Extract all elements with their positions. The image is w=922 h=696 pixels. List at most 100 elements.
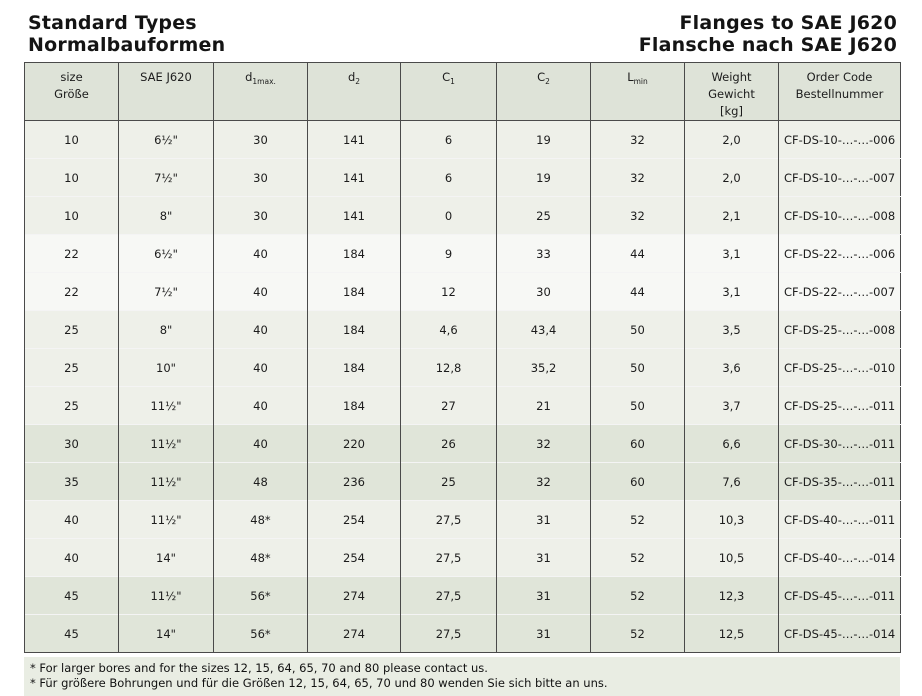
table-row: 10 8" 30 141 0 25 32 2,1 CF-DS-10-…-…-008: [24, 196, 901, 235]
cell-c1: 27: [400, 386, 497, 425]
cell-sae: 11½": [118, 576, 214, 615]
cell-c2: 31: [496, 538, 591, 577]
cell-c2: 19: [496, 120, 591, 159]
cell-d2: 184: [307, 386, 401, 425]
footnote-band: * For larger bores and for the sizes 12,…: [24, 657, 900, 696]
title-left: Standard Types Normalbauformen: [28, 12, 225, 56]
cell-sae: 11½": [118, 500, 214, 539]
cell-weight: 12,5: [684, 614, 779, 653]
cell-sae: 10": [118, 348, 214, 387]
cell-c2: 31: [496, 576, 591, 615]
col-header-size: size Größe: [24, 62, 119, 121]
cell-d2: 141: [307, 120, 401, 159]
cell-d2: 184: [307, 234, 401, 273]
title-flansche-sae: Flansche nach SAE J620: [638, 34, 897, 56]
table-row: 40 11½" 48* 254 27,5 31 52 10,3 CF-DS-40-…-…-011: [24, 500, 901, 539]
cell-lmin: 50: [590, 386, 685, 425]
table-row: 30 11½" 40 220 26 32 60 6,6 CF-DS-30-…-…-011: [24, 424, 901, 463]
cell-weight: 10,3: [684, 500, 779, 539]
cell-code: CF-DS-40-…-…-014: [778, 538, 901, 577]
cell-lmin: 52: [590, 576, 685, 615]
cell-c2: 33: [496, 234, 591, 273]
cell-d1: 48*: [213, 538, 308, 577]
cell-size: 10: [24, 158, 119, 197]
cell-code: CF-DS-30-…-…-011: [778, 424, 901, 463]
col-header-order-code: Order Code Bestellnummer: [778, 62, 901, 121]
cell-weight: 3,5: [684, 310, 779, 349]
table-row: 25 11½" 40 184 27 21 50 3,7 CF-DS-25-…-…-011: [24, 386, 901, 425]
cell-d2: 184: [307, 310, 401, 349]
table-row: 40 14" 48* 254 27,5 31 52 10,5 CF-DS-40-…-…-014: [24, 538, 901, 577]
cell-d2: 236: [307, 462, 401, 501]
cell-d1: 40: [213, 348, 308, 387]
cell-c1: 4,6: [400, 310, 497, 349]
cell-weight: 2,1: [684, 196, 779, 235]
cell-sae: 11½": [118, 386, 214, 425]
cell-d2: 184: [307, 272, 401, 311]
cell-size: 22: [24, 272, 119, 311]
cell-code: CF-DS-10-…-…-006: [778, 120, 901, 159]
table-row: 45 11½" 56* 274 27,5 31 52 12,3 CF-DS-45-…-…-011: [24, 576, 901, 615]
cell-weight: 3,1: [684, 234, 779, 273]
cell-weight: 2,0: [684, 120, 779, 159]
cell-sae: 14": [118, 538, 214, 577]
cell-c1: 25: [400, 462, 497, 501]
cell-sae: 11½": [118, 424, 214, 463]
cell-c2: 21: [496, 386, 591, 425]
table-row: 22 7½" 40 184 12 30 44 3,1 CF-DS-22-…-…-007: [24, 272, 901, 311]
cell-d1: 48*: [213, 500, 308, 539]
cell-code: CF-DS-40-…-…-011: [778, 500, 901, 539]
col-header-d1max: d1max.: [213, 62, 308, 121]
cell-weight: 3,1: [684, 272, 779, 311]
cell-c2: 19: [496, 158, 591, 197]
cell-c1: 9: [400, 234, 497, 273]
cell-d2: 274: [307, 614, 401, 653]
table-row: 35 11½" 48 236 25 32 60 7,6 CF-DS-35-…-…-011: [24, 462, 901, 501]
table-row: 10 6½" 30 141 6 19 32 2,0 CF-DS-10-…-…-006: [24, 120, 901, 159]
cell-lmin: 44: [590, 234, 685, 273]
cell-size: 22: [24, 234, 119, 273]
cell-c2: 32: [496, 462, 591, 501]
table-header-row: size Größe SAE J620 d1max. d2 C1 C2 Lmin: [24, 62, 901, 121]
cell-size: 25: [24, 310, 119, 349]
cell-lmin: 32: [590, 158, 685, 197]
flange-dimensions-table: size Größe SAE J620 d1max. d2 C1 C2 Lmin: [24, 62, 901, 653]
col-header-d2: d2: [307, 62, 401, 121]
cell-d1: 30: [213, 158, 308, 197]
cell-size: 40: [24, 538, 119, 577]
cell-code: CF-DS-10-…-…-008: [778, 196, 901, 235]
cell-size: 45: [24, 576, 119, 615]
cell-code: CF-DS-45-…-…-014: [778, 614, 901, 653]
cell-d2: 184: [307, 348, 401, 387]
cell-sae: 8": [118, 196, 214, 235]
cell-weight: 12,3: [684, 576, 779, 615]
title-standard-types: Standard Types: [28, 12, 197, 34]
title-right: Flanges to SAE J620 Flansche nach SAE J6…: [639, 12, 897, 56]
cell-d2: 274: [307, 576, 401, 615]
cell-c2: 30: [496, 272, 591, 311]
cell-d2: 254: [307, 538, 401, 577]
cell-c1: 6: [400, 158, 497, 197]
cell-d2: 220: [307, 424, 401, 463]
cell-d1: 56*: [213, 576, 308, 615]
cell-sae: 6½": [118, 234, 214, 273]
cell-weight: 3,6: [684, 348, 779, 387]
cell-c2: 32: [496, 424, 591, 463]
cell-lmin: 60: [590, 424, 685, 463]
cell-c1: 0: [400, 196, 497, 235]
cell-weight: 2,0: [684, 158, 779, 197]
cell-sae: 11½": [118, 462, 214, 501]
cell-weight: 6,6: [684, 424, 779, 463]
cell-code: CF-DS-22-…-…-006: [778, 234, 901, 273]
cell-c2: 43,4: [496, 310, 591, 349]
cell-sae: 8": [118, 310, 214, 349]
table-body: 10 6½" 30 141 6 19 32 2,0 CF-DS-10-…-…-006 10 7½" 3…: [24, 120, 901, 653]
cell-size: 10: [24, 120, 119, 159]
cell-sae: 7½": [118, 158, 214, 197]
col-header-lmin: Lmin: [590, 62, 685, 121]
cell-d1: 40: [213, 386, 308, 425]
cell-c1: 12,8: [400, 348, 497, 387]
cell-c2: 31: [496, 500, 591, 539]
cell-code: CF-DS-10-…-…-007: [778, 158, 901, 197]
footnote-de: * Für größere Bohrungen und für die Größ…: [30, 676, 608, 690]
